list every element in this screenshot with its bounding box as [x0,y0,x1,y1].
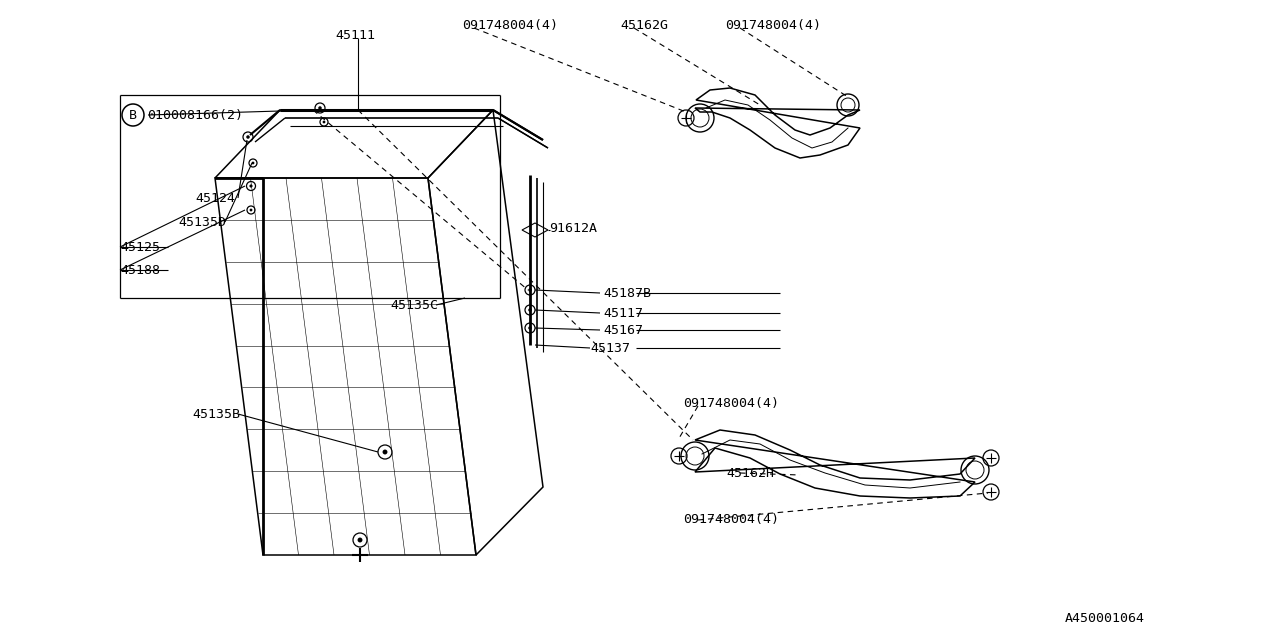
Circle shape [383,449,388,454]
Circle shape [357,538,362,543]
Circle shape [252,162,255,164]
Circle shape [250,184,252,188]
Text: 45135B: 45135B [192,408,241,420]
Circle shape [529,326,531,330]
Text: 091748004(4): 091748004(4) [724,19,820,31]
Text: 45135D: 45135D [178,216,227,228]
Text: 45137: 45137 [590,342,630,355]
Text: 91612A: 91612A [549,221,596,234]
Text: 45188: 45188 [120,264,160,276]
Text: B: B [129,109,137,122]
Text: 010008166(2): 010008166(2) [147,109,243,122]
Text: A450001064: A450001064 [1065,611,1146,625]
Circle shape [246,135,250,139]
Text: 091748004(4): 091748004(4) [684,513,780,527]
Text: 45167: 45167 [603,323,643,337]
Text: 45117: 45117 [603,307,643,319]
Text: 45187B: 45187B [603,287,652,300]
Circle shape [529,288,531,292]
Text: 45162G: 45162G [620,19,668,31]
Text: 45124: 45124 [195,191,236,205]
Text: 091748004(4): 091748004(4) [462,19,558,31]
Text: 45111: 45111 [335,29,375,42]
Text: 45162H: 45162H [726,467,774,479]
Circle shape [323,120,325,124]
Circle shape [319,106,321,109]
Text: 45135C: 45135C [390,298,438,312]
Circle shape [529,308,531,312]
Circle shape [250,209,252,211]
Text: 45125: 45125 [120,241,160,253]
Text: 091748004(4): 091748004(4) [684,397,780,410]
